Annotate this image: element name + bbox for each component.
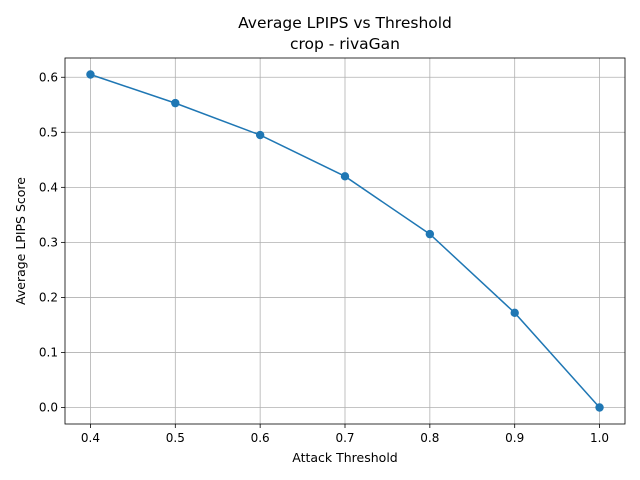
y-tick-label: 0.2 bbox=[39, 290, 58, 304]
data-point bbox=[425, 229, 435, 239]
y-tick-label: 0.3 bbox=[39, 235, 58, 249]
x-tick-label: 0.5 bbox=[166, 431, 185, 445]
chart-title: Average LPIPS vs Threshold bbox=[238, 14, 452, 32]
grid bbox=[65, 58, 625, 424]
x-tick-label: 0.4 bbox=[81, 431, 100, 445]
data-point bbox=[86, 70, 95, 79]
y-tick-label: 0.4 bbox=[39, 180, 58, 194]
series-layer bbox=[86, 70, 604, 412]
y-axis-label: Average LPIPS Score bbox=[13, 177, 28, 305]
x-tick-label: 0.6 bbox=[251, 431, 270, 445]
data-point bbox=[510, 308, 519, 318]
x-tick-label: 0.7 bbox=[335, 431, 354, 445]
chart-subtitle: crop - rivaGan bbox=[290, 35, 400, 53]
y-tick-label: 0.6 bbox=[39, 70, 58, 84]
x-tick-label: 0.9 bbox=[505, 431, 524, 445]
y-tick-label: 0.5 bbox=[39, 125, 58, 139]
data-point bbox=[255, 130, 265, 140]
data-point bbox=[595, 403, 604, 412]
axis-ticks: 0.4 0.5 0.6 0.7 0.8 0.9 1.0 0.0 0.1 0.2 0.3 0.4 0.5 0… bbox=[39, 70, 609, 445]
data-point bbox=[171, 98, 180, 108]
x-tick-label: 0.8 bbox=[420, 431, 439, 445]
y-tick-label: 0.0 bbox=[39, 400, 58, 414]
x-axis-label: Attack Threshold bbox=[292, 450, 397, 465]
plot-frame bbox=[64, 57, 626, 425]
x-tick-label: 1.0 bbox=[590, 431, 609, 445]
data-point bbox=[340, 172, 350, 181]
y-tick-label: 0.1 bbox=[39, 345, 58, 359]
